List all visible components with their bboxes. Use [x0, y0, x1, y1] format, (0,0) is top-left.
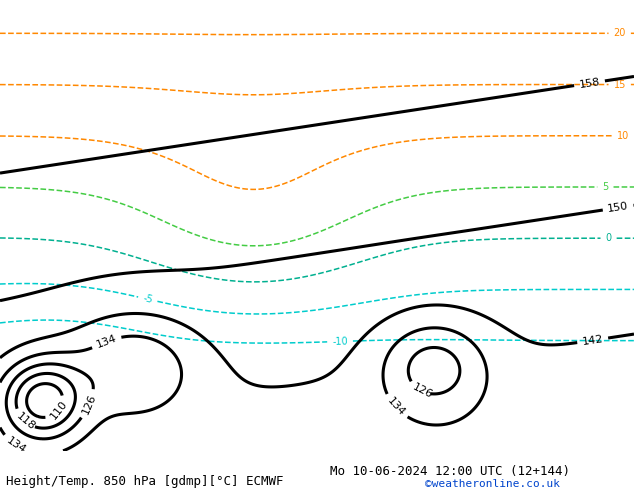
- Text: Height/Temp. 850 hPa [gdmp][°C] ECMWF: Height/Temp. 850 hPa [gdmp][°C] ECMWF: [6, 474, 284, 488]
- Text: 134: 134: [95, 333, 118, 350]
- Text: 158: 158: [578, 77, 600, 90]
- Text: 142: 142: [581, 334, 604, 347]
- Text: 134: 134: [385, 396, 406, 418]
- Text: -10: -10: [332, 336, 348, 347]
- Text: 150: 150: [607, 201, 629, 214]
- Text: 5: 5: [602, 182, 609, 192]
- Text: 15: 15: [614, 79, 626, 90]
- Text: -5: -5: [142, 293, 153, 305]
- Text: 134: 134: [4, 435, 27, 456]
- Text: 10: 10: [617, 131, 629, 141]
- Text: 110: 110: [48, 399, 69, 421]
- Text: 20: 20: [614, 28, 626, 38]
- Text: 126: 126: [411, 382, 434, 401]
- Text: Mo 10-06-2024 12:00 UTC (12+144): Mo 10-06-2024 12:00 UTC (12+144): [330, 465, 570, 478]
- Text: 126: 126: [81, 392, 98, 416]
- Text: ©weatheronline.co.uk: ©weatheronline.co.uk: [425, 479, 560, 489]
- Text: 118: 118: [14, 411, 37, 432]
- Text: 0: 0: [605, 233, 612, 243]
